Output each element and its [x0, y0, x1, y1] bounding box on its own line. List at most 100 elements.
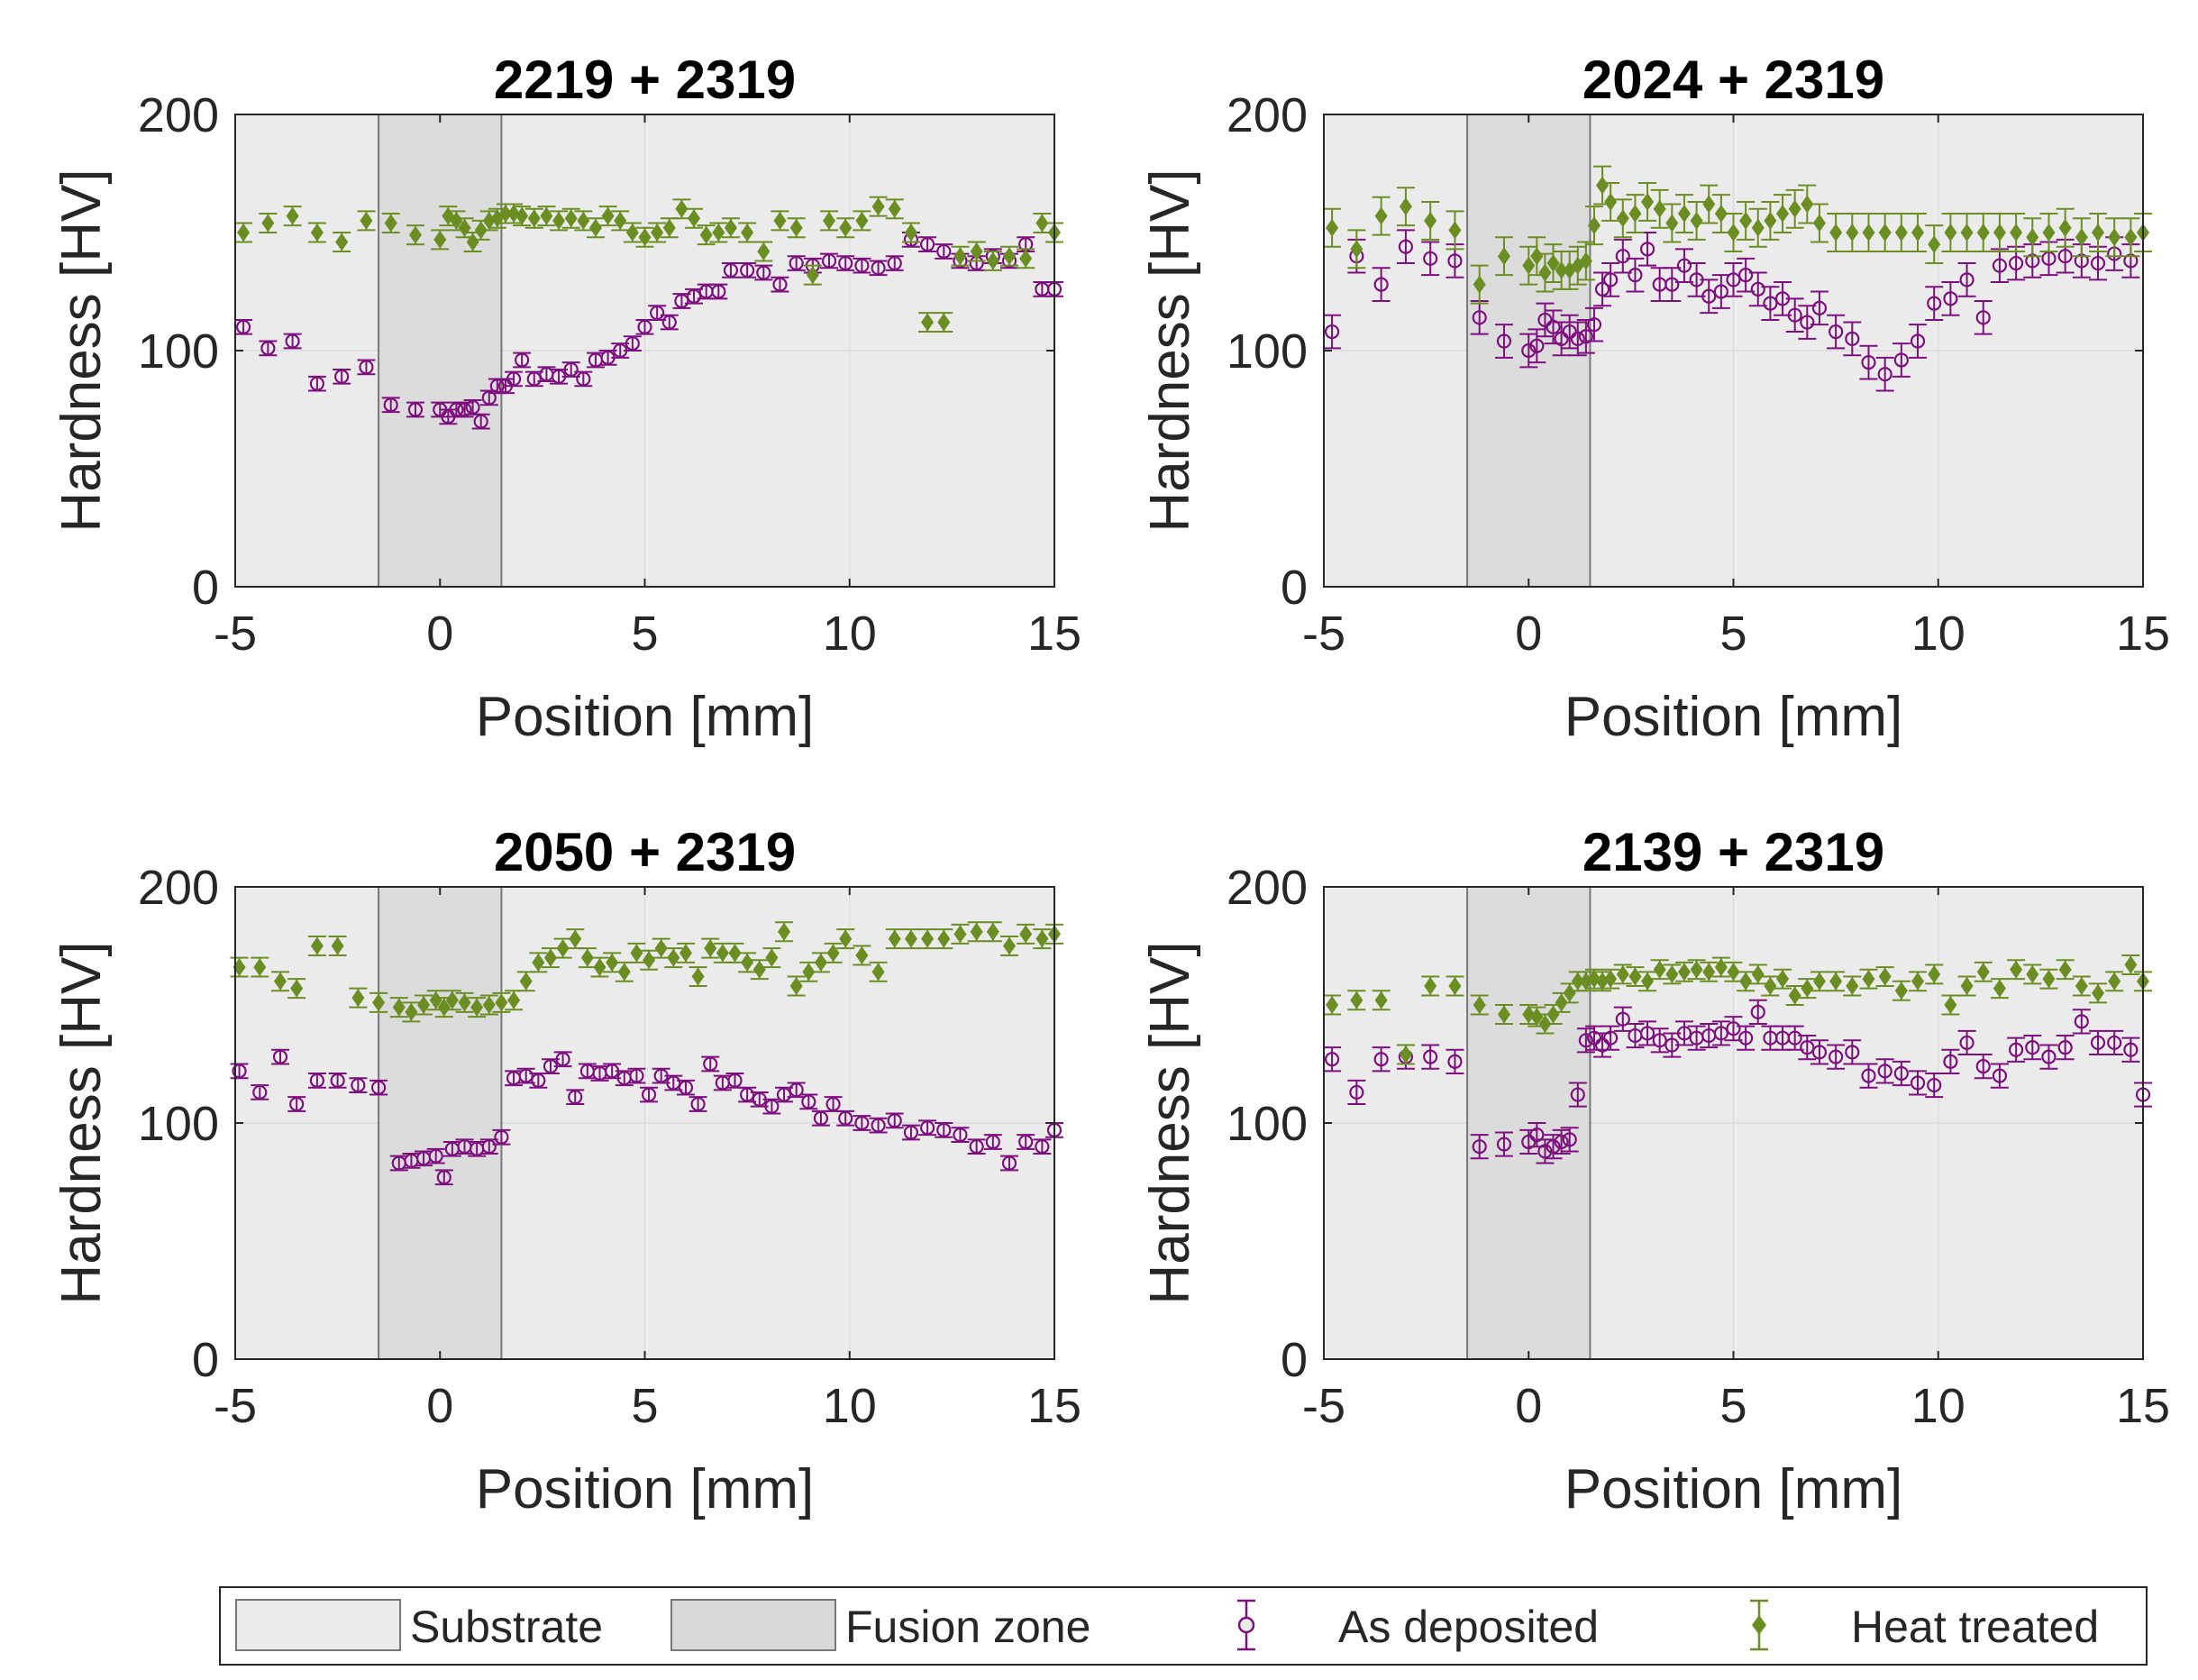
- data-point: [672, 198, 691, 220]
- data-point: [824, 942, 843, 963]
- data-point: [1650, 188, 1669, 229]
- marker-circle: [641, 1087, 657, 1102]
- marker-diamond: [904, 929, 917, 948]
- x-tick-label: 5: [631, 1379, 658, 1433]
- data-point: [524, 207, 543, 229]
- marker-diamond: [482, 211, 496, 230]
- data-point: [935, 243, 953, 260]
- marker-diamond: [1530, 247, 1544, 266]
- marker-circle: [1763, 296, 1778, 311]
- data-point: [1785, 297, 1804, 333]
- data-point: [836, 255, 855, 271]
- marker-circle: [1877, 1064, 1892, 1079]
- marker-circle: [1447, 253, 1463, 269]
- marker-circle: [2090, 255, 2106, 271]
- data-point: [623, 335, 642, 352]
- marker-diamond: [1653, 960, 1666, 979]
- data-point: [1601, 181, 1620, 222]
- data-point: [1711, 956, 1730, 978]
- data-point: [1843, 1039, 1862, 1065]
- marker-diamond: [540, 206, 553, 225]
- marker-circle: [1927, 1077, 1942, 1093]
- data-point: [1663, 203, 1682, 243]
- marker-circle: [686, 288, 702, 304]
- data-point: [1748, 207, 1767, 248]
- data-point: [541, 947, 560, 969]
- data-point: [1601, 1025, 1620, 1051]
- marker-diamond: [1019, 249, 1033, 268]
- data-point: [1613, 963, 1632, 985]
- marker-circle: [1676, 258, 1692, 273]
- marker-diamond: [1846, 977, 1859, 996]
- marker-diamond: [392, 998, 406, 1017]
- data-point: [513, 205, 532, 227]
- data-point: [836, 217, 855, 239]
- marker-circle: [1652, 1033, 1667, 1048]
- data-point: [1663, 963, 1682, 985]
- marker-diamond: [2010, 224, 2023, 242]
- marker-diamond: [1616, 964, 1629, 983]
- marker-circle: [2057, 249, 2073, 264]
- marker-diamond: [1829, 224, 1843, 242]
- data-point: [307, 222, 326, 243]
- data-point: [1941, 1048, 1960, 1074]
- data-point: [853, 210, 871, 232]
- marker-diamond: [654, 939, 668, 958]
- data-point: [455, 991, 474, 1013]
- marker-circle: [1943, 1054, 1958, 1069]
- marker-circle: [1861, 355, 1876, 370]
- data-point: [1827, 1044, 1846, 1070]
- marker-circle: [1738, 268, 1754, 283]
- marker-circle: [1893, 1065, 1909, 1082]
- marker-diamond: [237, 224, 251, 242]
- marker-diamond: [2058, 960, 2072, 979]
- marker-diamond: [450, 211, 463, 230]
- x-tick-label: -5: [1302, 1379, 1345, 1433]
- data-point: [1593, 271, 1612, 307]
- data-point: [1519, 1004, 1538, 1025]
- marker-diamond: [1448, 977, 1462, 996]
- data-point: [1748, 999, 1767, 1025]
- series-as-deposited: [1323, 229, 2140, 392]
- marker-diamond: [1714, 205, 1728, 224]
- y-tick-label: 0: [192, 561, 219, 615]
- marker-diamond: [1628, 205, 1642, 224]
- marker-circle: [1639, 1026, 1655, 1041]
- data-point: [762, 947, 781, 969]
- data-point: [1638, 181, 1657, 222]
- data-point: [2105, 1029, 2124, 1056]
- x-axis-label: Position [mm]: [476, 686, 815, 748]
- data-point: [566, 928, 585, 950]
- data-point: [406, 224, 424, 246]
- data-point: [787, 975, 806, 997]
- marker-diamond: [1571, 972, 1584, 991]
- data-point: [721, 217, 740, 239]
- marker-diamond: [667, 948, 680, 967]
- data-point: [1990, 1063, 2009, 1089]
- data-point: [270, 971, 289, 992]
- data-point: [1724, 1016, 1743, 1042]
- data-point: [787, 1082, 806, 1099]
- legend-patch-substrate: [235, 1599, 401, 1651]
- data-point: [259, 340, 278, 357]
- marker-diamond: [470, 998, 484, 1017]
- marker-diamond: [699, 225, 713, 244]
- data-point: [479, 1138, 498, 1155]
- marker-diamond: [405, 1002, 418, 1021]
- data-point: [853, 257, 871, 274]
- x-tick-label: 15: [2116, 607, 2170, 661]
- data-point: [935, 312, 953, 333]
- marker-diamond: [515, 206, 529, 225]
- data-point: [283, 333, 302, 350]
- data-point: [885, 198, 904, 220]
- marker-diamond: [712, 224, 725, 242]
- data-point: [561, 207, 580, 229]
- data-point: [709, 222, 728, 243]
- data-point: [357, 210, 376, 232]
- data-point: [1957, 213, 1976, 252]
- data-point: [598, 205, 617, 227]
- data-point: [885, 928, 904, 950]
- marker-circle: [637, 319, 652, 334]
- marker-diamond: [384, 214, 397, 233]
- marker-circle: [1398, 239, 1414, 254]
